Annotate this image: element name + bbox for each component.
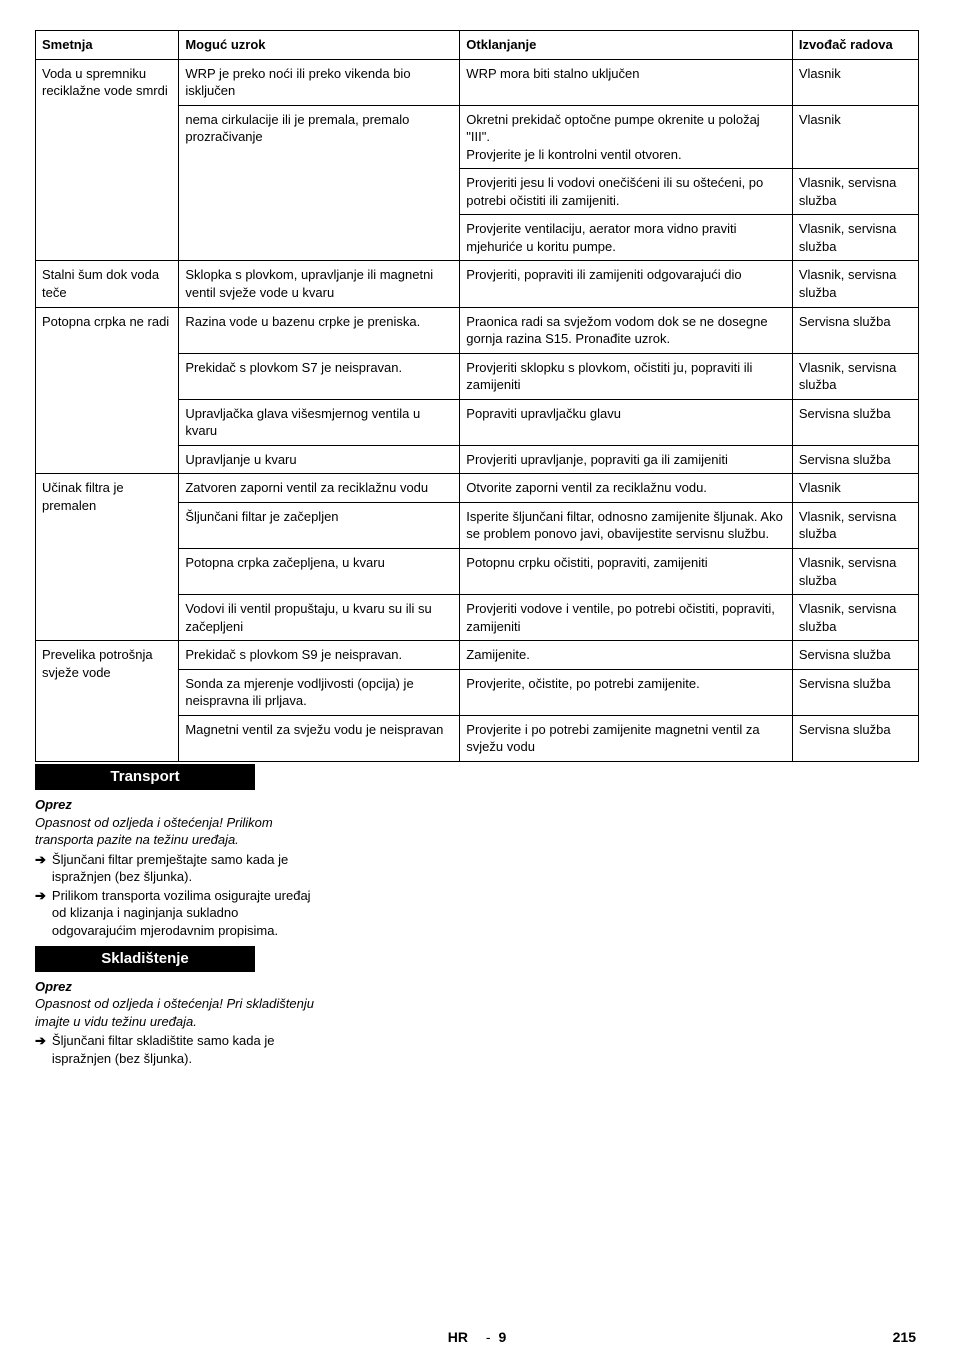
transport-warning: Opasnost od ozljeda i oštećenja! Priliko… <box>35 814 325 849</box>
list-item: ➔ Šljunčani filtar skladištite samo kada… <box>35 1032 325 1067</box>
footer-page: 215 <box>893 1328 916 1347</box>
troubleshooting-table: Smetnja Moguć uzrok Otklanjanje Izvođač … <box>35 30 919 762</box>
arrow-icon: ➔ <box>35 1032 46 1050</box>
arrow-icon: ➔ <box>35 851 46 869</box>
oprez-label: Oprez <box>35 796 325 814</box>
footer-lang: HR <box>448 1329 468 1345</box>
table-row: Voda u spremniku reciklažne vode smrdi W… <box>36 59 919 105</box>
th-smetnja: Smetnja <box>36 31 179 60</box>
table-body: Voda u spremniku reciklažne vode smrdi W… <box>36 59 919 761</box>
skladistenje-warning: Opasnost od ozljeda i oštećenja! Pri skl… <box>35 995 325 1030</box>
table-row: Učinak filtra je premalen Zatvoren zapor… <box>36 474 919 503</box>
section-transport-bar: Transport <box>35 764 255 790</box>
arrow-icon: ➔ <box>35 887 46 905</box>
footer-sub: 9 <box>498 1329 506 1345</box>
table-row: Prevelika potrošnja svježe vode Prekidač… <box>36 641 919 670</box>
list-item: ➔ Šljunčani filtar premještajte samo kad… <box>35 851 325 886</box>
footer-sep: - <box>486 1329 491 1345</box>
th-otklanjanje: Otklanjanje <box>460 31 793 60</box>
oprez-label: Oprez <box>35 978 325 996</box>
table-row: Potopna crpka ne radi Razina vode u baze… <box>36 307 919 353</box>
section-skladistenje-bar: Skladištenje <box>35 946 255 972</box>
list-item: ➔ Prilikom transporta vozilima osigurajt… <box>35 887 325 940</box>
th-izvodac: Izvođač radova <box>792 31 918 60</box>
table-row: Stalni šum dok voda teče Sklopka s plovk… <box>36 261 919 307</box>
th-uzrok: Moguć uzrok <box>179 31 460 60</box>
